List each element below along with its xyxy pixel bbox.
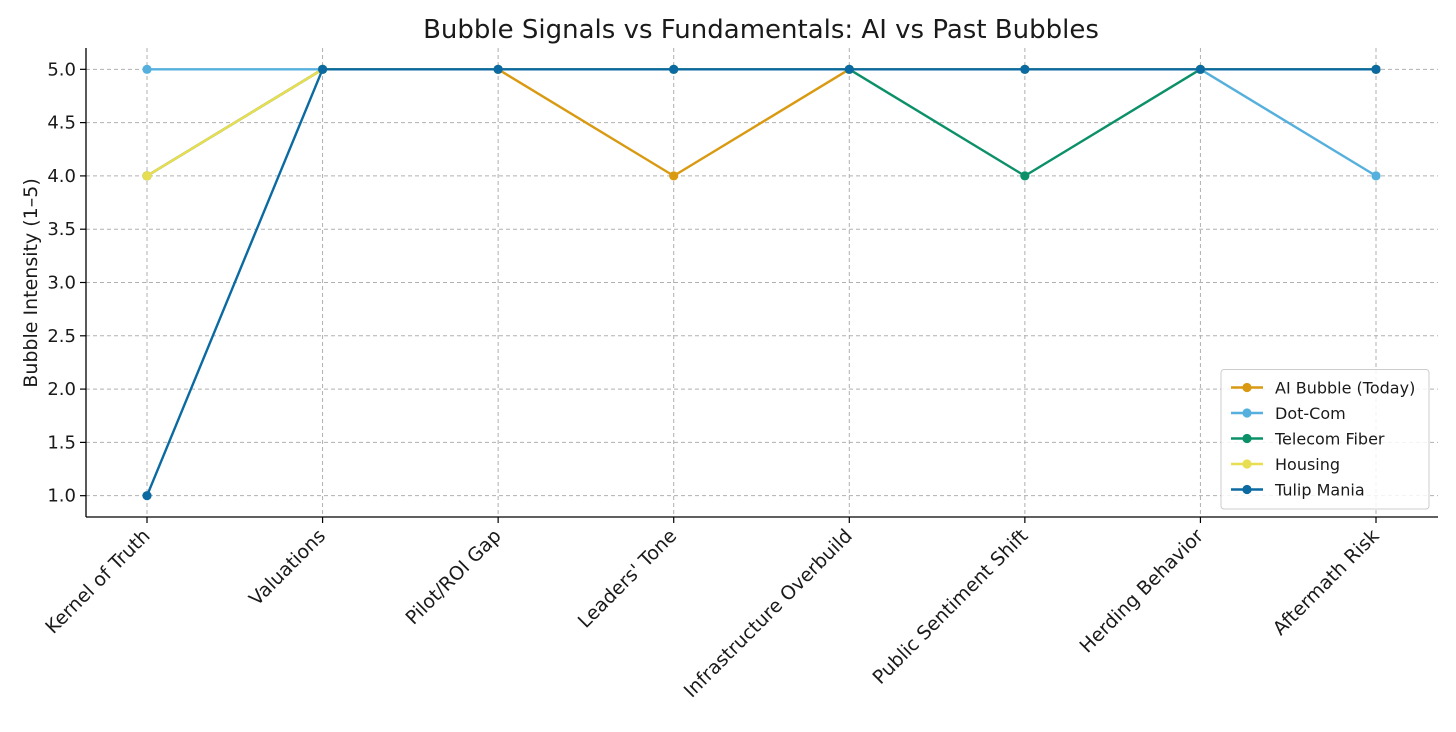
legend-label: Dot-Com	[1275, 404, 1346, 423]
data-point	[669, 171, 679, 181]
y-tick-label: 2.5	[47, 326, 76, 347]
y-tick-label: 2.0	[47, 379, 76, 400]
data-point	[142, 64, 152, 74]
series-lines	[142, 64, 1381, 501]
legend-swatch-marker	[1242, 408, 1252, 418]
x-tick-label: Public Sentiment Shift	[869, 525, 1033, 689]
legend-item: AI Bubble (Today)	[1231, 379, 1415, 398]
data-point	[669, 64, 679, 74]
legend-label: Housing	[1275, 455, 1340, 474]
data-point	[1020, 171, 1030, 181]
legend-label: AI Bubble (Today)	[1275, 379, 1415, 398]
x-tick-label: Kernel of Truth	[41, 525, 154, 638]
x-tick-label: Pilot/ROI Gap	[402, 525, 506, 629]
legend-box	[1220, 369, 1430, 510]
data-point	[1020, 64, 1030, 74]
data-point	[1195, 64, 1206, 74]
y-tick-label: 4.5	[47, 113, 76, 134]
y-tick-label: 3.5	[47, 219, 76, 240]
x-tick-label: Aftermath Risk	[1269, 525, 1384, 640]
x-tick-label: Herding Behavior	[1076, 525, 1209, 658]
legend-item: Housing	[1231, 455, 1340, 474]
y-tick-label: 5.0	[47, 59, 76, 80]
chart-title: Bubble Signals vs Fundamentals: AI vs Pa…	[423, 15, 1099, 45]
data-point	[142, 491, 152, 501]
data-point	[844, 64, 854, 74]
y-tick-label: 4.0	[47, 166, 76, 187]
legend-label: Tulip Mania	[1274, 481, 1365, 500]
legend: AI Bubble (Today) Dot-Com Telecom Fiber Hou…	[1220, 369, 1430, 510]
legend-item: Telecom Fiber	[1231, 430, 1385, 449]
series-line	[145, 68, 1376, 497]
y-tick-label: 1.5	[47, 432, 76, 453]
data-point	[1371, 64, 1381, 74]
legend-swatch-marker	[1242, 484, 1252, 495]
x-tick-label: Valuations	[245, 525, 330, 610]
x-tick-label: Infrastructure Overbuild	[680, 525, 857, 702]
y-axis-label: Bubble Intensity (1–5)	[20, 178, 42, 387]
y-tick-label: 1.0	[47, 486, 76, 507]
data-point	[493, 64, 503, 74]
series-tulip-mania	[142, 64, 1381, 501]
legend-swatch-marker	[1242, 382, 1252, 393]
legend-item: Dot-Com	[1231, 404, 1346, 423]
x-tick-label: Leaders' Tone	[574, 525, 682, 633]
data-point	[1371, 171, 1381, 181]
legend-label: Telecom Fiber	[1274, 430, 1385, 449]
data-point	[317, 64, 328, 74]
data-point	[142, 171, 152, 181]
legend-swatch-marker	[1242, 459, 1252, 469]
y-tick-label: 3.0	[47, 273, 76, 294]
legend-item: Tulip Mania	[1231, 481, 1365, 500]
legend-swatch-marker	[1242, 433, 1252, 444]
